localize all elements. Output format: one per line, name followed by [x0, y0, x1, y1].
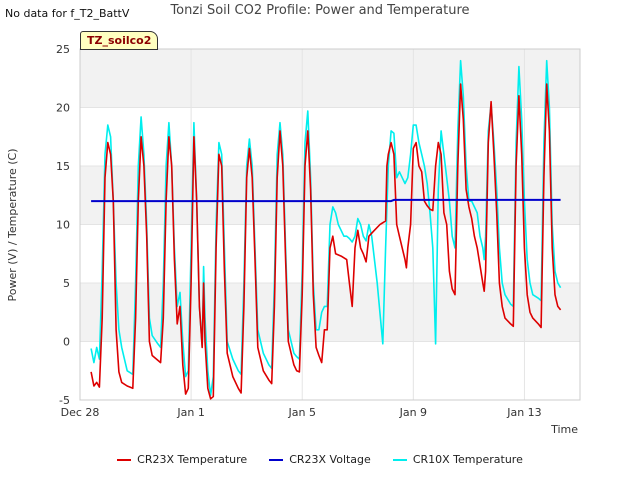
- series-line-cr23x-voltage: [91, 198, 561, 203]
- series-line-cr23x-temp: [90, 83, 562, 400]
- legend-swatch-cr23x-voltage: [269, 458, 284, 461]
- series-lines: [90, 59, 562, 400]
- y-tick-label: 15: [56, 160, 70, 173]
- legend: CR23X Temperature CR23X Voltage CR10X Te…: [0, 453, 640, 466]
- x-tick-label: Jan 1: [176, 406, 204, 419]
- legend-item-cr10x-temperature: CR10X Temperature: [392, 453, 523, 466]
- x-tick-label: Jan 9: [399, 406, 427, 419]
- legend-label: CR10X Temperature: [412, 453, 523, 466]
- legend-label: CR23X Temperature: [137, 453, 248, 466]
- site-label-badge: TZ_soilco2: [80, 31, 159, 50]
- y-tick-label: 5: [63, 277, 70, 290]
- y-tick-label: 10: [56, 219, 70, 232]
- x-tick-label: Dec 28: [61, 406, 100, 419]
- legend-swatch-cr10x-temperature: [392, 458, 407, 461]
- plot-band: [80, 166, 580, 225]
- y-axis-label: Power (V) / Temperature (C): [6, 148, 19, 301]
- x-axis-ticks: Dec 28 Jan 1 Jan 5 Jan 9 Jan 13: [61, 406, 542, 419]
- y-tick-label: -5: [59, 394, 70, 407]
- x-tick-label: Jan 13: [506, 406, 541, 419]
- plot-frame: [79, 48, 581, 401]
- y-axis-ticks: -5 0 5 10 15 20 25: [56, 43, 70, 407]
- legend-item-cr23x-voltage: CR23X Voltage: [269, 453, 371, 466]
- legend-label: CR23X Voltage: [289, 453, 371, 466]
- legend-swatch-cr23x-temperature: [117, 458, 132, 461]
- chart-title: Tonzi Soil CO2 Profile: Power and Temper…: [170, 3, 470, 18]
- y-tick-label: 20: [56, 102, 70, 115]
- plot-bands: [80, 49, 580, 342]
- y-tick-label: 0: [63, 336, 70, 349]
- no-data-note: No data for f_T2_BattV: [5, 7, 130, 20]
- y-tick-label: 25: [56, 43, 70, 56]
- plot-band: [80, 49, 580, 108]
- legend-item-cr23x-temperature: CR23X Temperature: [117, 453, 247, 466]
- x-axis-label: Time: [550, 423, 578, 436]
- x-tick-label: Jan 5: [287, 406, 315, 419]
